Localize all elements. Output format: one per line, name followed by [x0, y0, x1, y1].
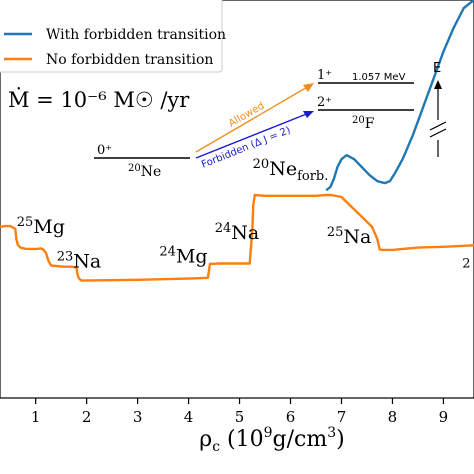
level-spin-1plus: 1⁺	[317, 68, 332, 83]
mdot-annotation: Ṁ = 10⁻⁶ M☉ /yr	[8, 88, 190, 112]
region-label: 23Na	[57, 249, 102, 272]
region-label: 24Mg	[159, 245, 207, 268]
forbidden-transition-arrow	[195, 112, 310, 159]
region-label: 24Na	[215, 221, 260, 244]
x-tick-label: 8	[388, 408, 398, 426]
x-tick-label: 3	[133, 408, 143, 426]
x-tick-label: 7	[337, 408, 347, 426]
level-nucleus-20f-mass: 20	[352, 115, 365, 126]
x-tick-label: 9	[439, 408, 449, 426]
plot-frame	[0, 0, 474, 399]
allowed-transition-arrow	[195, 85, 310, 153]
region-label: 25Na	[327, 225, 372, 248]
level-nucleus-20f-symbol: F	[365, 116, 375, 132]
energy-axis-label: E	[433, 61, 441, 76]
energy-axis-arrowhead	[434, 80, 442, 89]
energy-axis-break-2	[429, 128, 447, 138]
region-label: 2	[462, 257, 470, 272]
level-nucleus-20ne-mass: 20	[128, 163, 141, 174]
level-energy-1plus: 1.057 MeV	[352, 72, 406, 83]
allowed-arrowhead	[303, 83, 314, 92]
x-axis-ticks: 1 2 3 4 5 6 7 8 9	[31, 398, 448, 426]
x-tick-label: 4	[184, 408, 194, 426]
level-nucleus-20f: 20F	[352, 115, 375, 132]
legend-box	[0, 0, 223, 73]
energy-axis-break-1	[429, 121, 447, 131]
legend: With forbidden transition No forbidden t…	[0, 0, 226, 73]
x-tick-label: 6	[286, 408, 296, 426]
region-labels: 25Mg 23Na 24Mg 24Na 20Neforb. 25Na 2	[17, 157, 471, 272]
x-axis-label: ρc (109g/cm3)	[199, 425, 344, 455]
legend-label-with-forbidden: With forbidden transition	[46, 27, 226, 43]
x-tick-label: 2	[82, 408, 92, 426]
level-spin-2plus: 2⁺	[317, 95, 332, 110]
level-nucleus-20ne-symbol: Ne	[141, 164, 162, 180]
series-line-with-forbidden	[325, 0, 474, 192]
region-label: 25Mg	[17, 215, 65, 238]
x-tick-label: 5	[235, 408, 245, 426]
level-spin-0plus: 0⁺	[97, 143, 112, 158]
x-tick-label: 1	[31, 408, 41, 426]
legend-label-no-forbidden: No forbidden transition	[46, 52, 213, 68]
forbidden-arrowhead	[303, 111, 314, 118]
level-nucleus-20ne: 20Ne	[128, 163, 161, 180]
series-line-no-forbidden	[0, 193, 474, 282]
region-label: 20Neforb.	[253, 157, 329, 184]
